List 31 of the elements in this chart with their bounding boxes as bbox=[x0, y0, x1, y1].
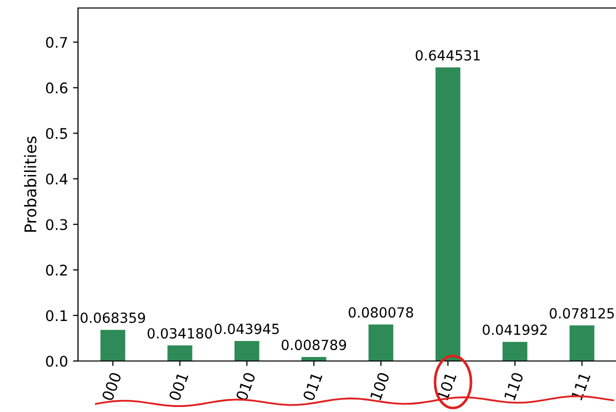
y-tick-label: 0.6 bbox=[46, 82, 68, 94]
y-tick-label: 0.5 bbox=[46, 128, 68, 140]
x-tick-label: 110 bbox=[504, 372, 524, 401]
x-tick-label: 000 bbox=[102, 372, 122, 402]
y-tick-label: 0.1 bbox=[46, 310, 67, 322]
y-tick-label: 0.4 bbox=[46, 174, 68, 185]
data-label: 0.080078 bbox=[348, 307, 414, 318]
bar bbox=[570, 325, 594, 361]
data-label: 0.041992 bbox=[482, 324, 547, 336]
bar bbox=[167, 345, 192, 361]
x-tick-label: 100 bbox=[370, 372, 390, 401]
x-tick-label: 011 bbox=[302, 372, 323, 402]
bar bbox=[368, 324, 394, 361]
y-tick-label: 0.3 bbox=[46, 219, 68, 230]
x-tick-label: 010 bbox=[236, 372, 256, 402]
y-axis-title: Probabilities bbox=[24, 136, 36, 232]
y-tick-label: 0.7 bbox=[46, 36, 68, 48]
x-tick-label: 101 bbox=[436, 372, 457, 401]
data-label: 0.644531 bbox=[416, 50, 480, 61]
x-tick-label: 001 bbox=[168, 372, 189, 402]
y-tick-label: 0.2 bbox=[46, 264, 67, 276]
data-label: 0.068359 bbox=[80, 312, 146, 324]
bar bbox=[436, 67, 460, 361]
bar bbox=[100, 330, 126, 361]
y-tick-label: 0.0 bbox=[46, 356, 68, 367]
data-label: 0.034180 bbox=[148, 328, 212, 339]
bar bbox=[502, 342, 528, 361]
data-label: 0.008789 bbox=[282, 340, 346, 350]
bar bbox=[234, 340, 260, 361]
data-label: 0.078125 bbox=[550, 308, 614, 319]
data-label: 0.043945 bbox=[214, 324, 279, 334]
